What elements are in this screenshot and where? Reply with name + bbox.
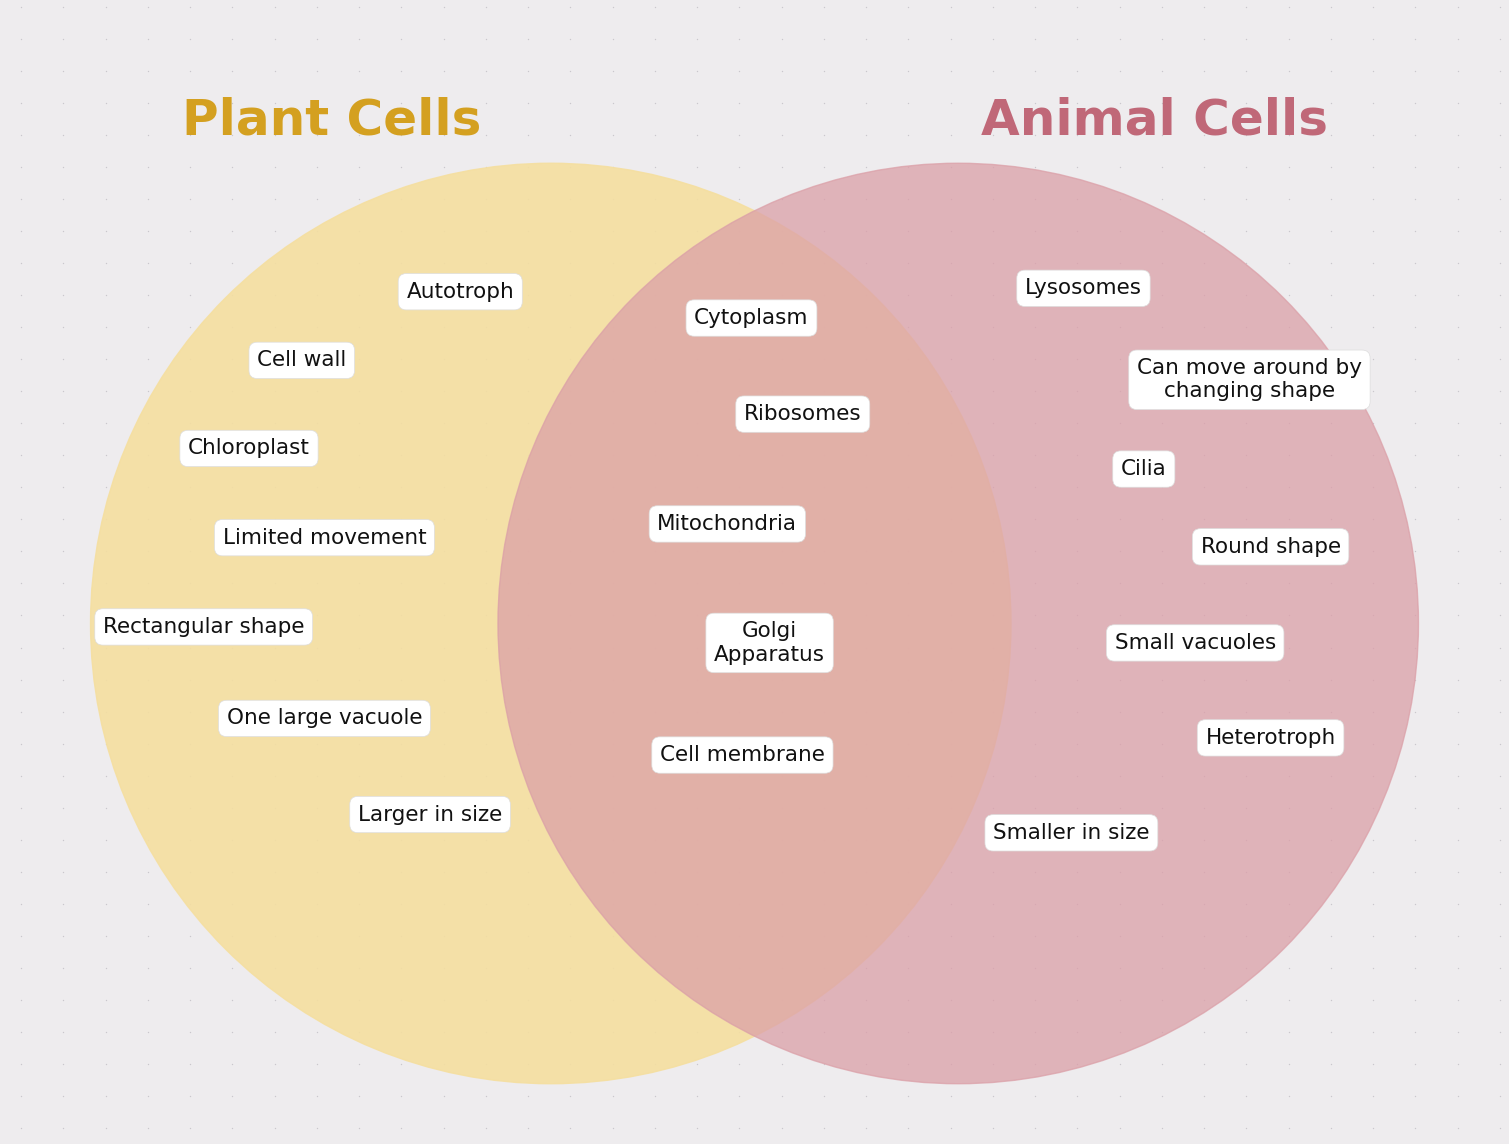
Text: Golgi
Apparatus: Golgi Apparatus — [714, 621, 825, 665]
Text: Smaller in size: Smaller in size — [993, 823, 1150, 843]
Text: Larger in size: Larger in size — [358, 804, 502, 825]
Text: Animal Cells: Animal Cells — [981, 96, 1328, 144]
Text: Autotroph: Autotroph — [406, 281, 515, 302]
Text: Lysosomes: Lysosomes — [1025, 278, 1142, 299]
Text: Heterotroph: Heterotroph — [1206, 728, 1335, 748]
Text: Rectangular shape: Rectangular shape — [103, 617, 305, 637]
Text: Small vacuoles: Small vacuoles — [1115, 633, 1275, 653]
Text: Round shape: Round shape — [1201, 537, 1340, 557]
Text: Cell membrane: Cell membrane — [659, 745, 825, 765]
Text: Chloroplast: Chloroplast — [189, 438, 309, 459]
Ellipse shape — [498, 164, 1418, 1083]
Text: Ribosomes: Ribosomes — [744, 404, 862, 424]
Text: Cell wall: Cell wall — [257, 350, 347, 371]
Text: Mitochondria: Mitochondria — [658, 514, 797, 534]
Text: Can move around by
changing shape: Can move around by changing shape — [1136, 358, 1363, 402]
Text: Limited movement: Limited movement — [223, 527, 426, 548]
Ellipse shape — [91, 164, 1011, 1083]
Text: One large vacuole: One large vacuole — [226, 708, 423, 729]
Text: Cytoplasm: Cytoplasm — [694, 308, 809, 328]
Text: Cilia: Cilia — [1121, 459, 1166, 479]
Text: Plant Cells: Plant Cells — [183, 96, 481, 144]
